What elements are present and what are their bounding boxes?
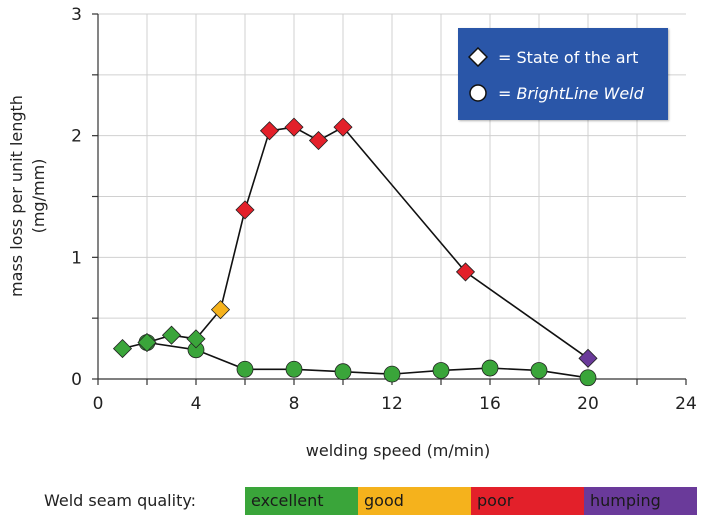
y-tick-label: 1 <box>71 248 82 268</box>
y-tick-labels: 0 1 2 3 <box>71 5 82 390</box>
x-tick-label: 16 <box>479 394 501 414</box>
y-axis-title-line1: mass loss per unit length <box>7 95 26 297</box>
diamond-point <box>112 339 133 359</box>
diamond-point <box>161 325 182 345</box>
diamond-marker-icon <box>458 42 498 72</box>
circle-point <box>285 360 303 378</box>
diamond-point <box>333 117 353 137</box>
y-axis-title-line2: (mg/mm) <box>29 159 48 234</box>
circle-point <box>530 362 548 379</box>
quality-level-poor: poor <box>471 487 584 515</box>
diamond-point <box>186 329 206 349</box>
quality-level-excellent: excellent <box>245 487 358 515</box>
series-line-state-of-the-art <box>122 126 589 359</box>
circle-point <box>432 362 450 379</box>
circle-point <box>579 369 597 387</box>
circle-point <box>383 365 401 383</box>
diamond-point <box>235 200 255 220</box>
quality-level-humping: humping <box>584 487 697 515</box>
diamond-point <box>455 262 476 282</box>
y-tick-label: 2 <box>71 127 82 147</box>
circle-point <box>334 363 352 381</box>
diamond-point <box>578 348 598 368</box>
circle-point <box>236 360 254 378</box>
y-tick-label: 0 <box>71 370 82 390</box>
y-axis-title: mass loss per unit length (mg/mm) <box>7 95 48 297</box>
x-tick-label: 12 <box>381 394 403 414</box>
circle-point <box>481 359 499 377</box>
diamond-point <box>210 300 231 320</box>
diamond-point <box>284 117 304 137</box>
quality-level-good: good <box>358 487 471 515</box>
circle-marker-icon <box>458 78 498 108</box>
diamond-point <box>137 332 157 353</box>
series-markers <box>112 117 598 387</box>
quality-scale-label: Weld seam quality: <box>44 491 197 510</box>
legend: = State of the art = BrightLine Weld <box>458 28 668 120</box>
x-tick-label: 24 <box>675 394 697 414</box>
diamond-point <box>308 130 329 151</box>
x-tick-label: 8 <box>289 394 300 414</box>
diamond-point <box>259 121 280 141</box>
legend-label-state-of-the-art: = State of the art <box>498 47 639 67</box>
x-tick-label: 4 <box>191 394 202 414</box>
x-axis-title: welding speed (m/min) <box>306 441 490 460</box>
legend-item-brightline-weld: = BrightLine Weld <box>458 78 668 108</box>
x-tick-labels: 0 4 8 12 16 20 24 <box>93 394 697 414</box>
x-tick-label: 20 <box>577 394 599 414</box>
x-tick-label: 0 <box>93 394 104 414</box>
legend-label-brightline-weld: = BrightLine Weld <box>498 83 644 103</box>
legend-item-state-of-the-art: = State of the art <box>458 42 668 72</box>
y-tick-label: 3 <box>71 5 82 25</box>
weld-quality-scale: Weld seam quality: excellent good poor hump… <box>0 483 704 519</box>
series-line-brightline-weld <box>146 341 589 379</box>
